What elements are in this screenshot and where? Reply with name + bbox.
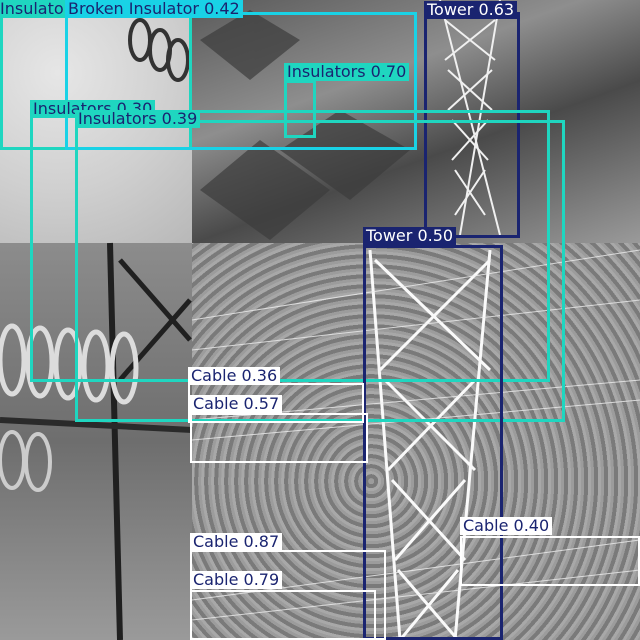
detection-label-tower: Tower 0.50: [363, 227, 457, 245]
detection-label-insulators: Insulators 0.39: [75, 110, 201, 128]
detection-label-tower: Tower 0.63: [424, 1, 518, 19]
roofs-illustration: [200, 10, 410, 240]
detection-box-cable: [190, 590, 376, 640]
detection-box-insulators: [284, 80, 316, 138]
detection-box-tower: [363, 245, 503, 640]
detection-box-cable: [460, 536, 640, 586]
insulator-sky-illustration: [128, 18, 190, 82]
detection-box-insulators: [75, 120, 565, 422]
detection-label-cable: Cable 0.57: [190, 395, 283, 413]
insulator-closeup-illustration: [0, 242, 193, 640]
tower-top-illustration: [439, 0, 501, 236]
detection-label-broken-insulator: Broken Insulator 0.42: [65, 0, 243, 18]
detection-box-cable: [190, 413, 368, 463]
detection-label-cable: Cable 0.87: [190, 533, 283, 551]
detection-box-insulators: [30, 110, 550, 382]
detection-label-insulators: Insulators 0.70: [284, 63, 410, 81]
detection-label-cable: Cable 0.36: [188, 367, 281, 385]
detection-label-cable: Cable 0.79: [190, 571, 283, 589]
detection-label-cable: Cable 0.40: [460, 517, 553, 535]
